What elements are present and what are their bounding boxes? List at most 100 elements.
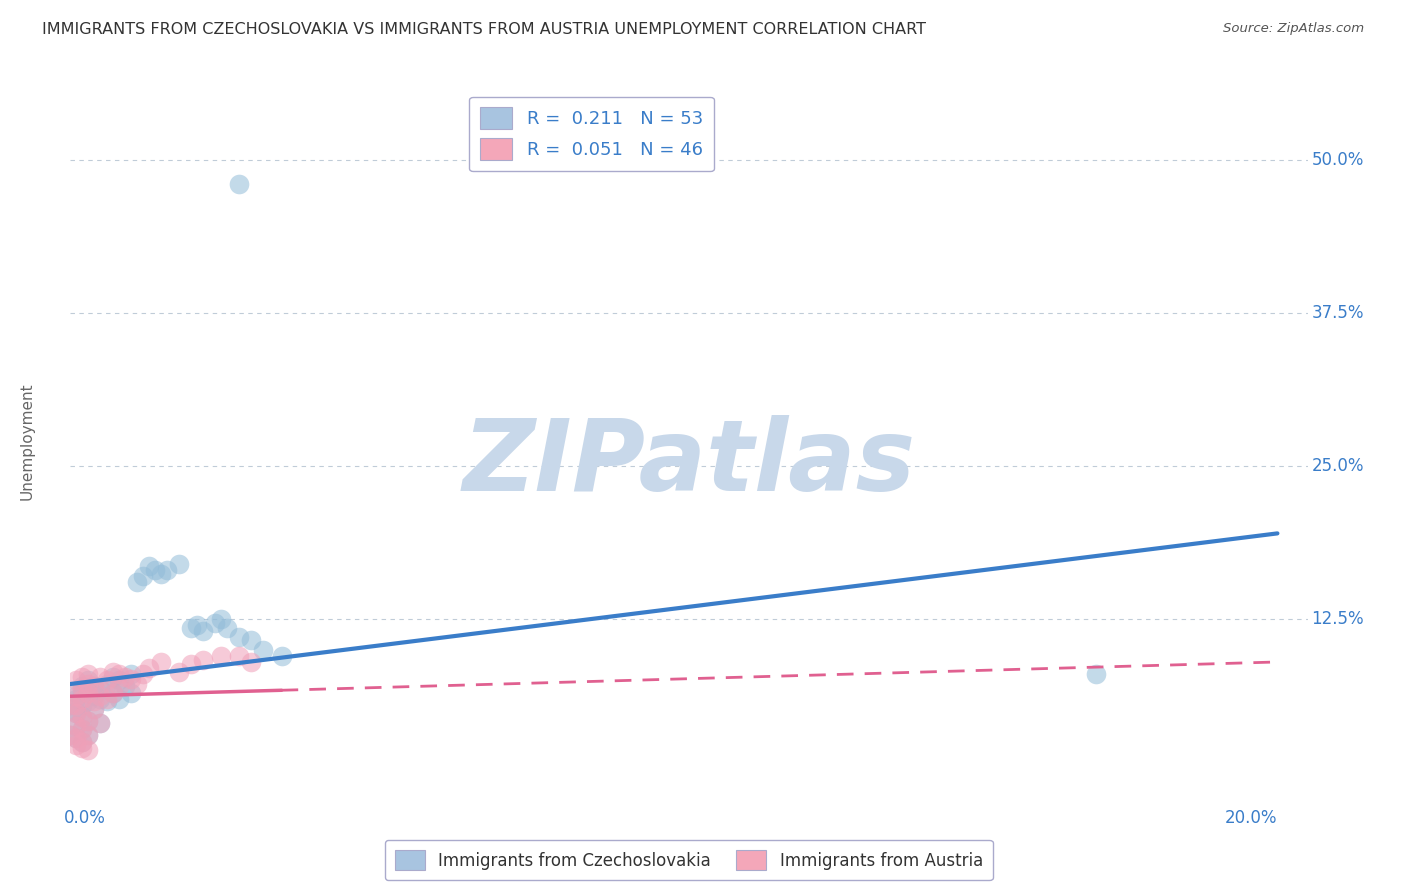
- Point: [65, 690, 87, 704]
- Point: [72, 698, 94, 712]
- Point: [107, 667, 129, 681]
- Point: [125, 677, 148, 691]
- Text: IMMIGRANTS FROM CZECHOSLOVAKIA VS IMMIGRANTS FROM AUSTRIA UNEMPLOYMENT CORRELATI: IMMIGRANTS FROM CZECHOSLOVAKIA VS IMMIGR…: [42, 22, 927, 37]
- Point: [204, 615, 226, 630]
- Point: [72, 691, 94, 706]
- Point: [228, 178, 250, 192]
- Point: [180, 621, 202, 635]
- Text: Unemployment: Unemployment: [20, 383, 35, 500]
- Text: 0.0%: 0.0%: [65, 809, 105, 827]
- Point: [107, 680, 129, 694]
- Point: [77, 673, 100, 688]
- Point: [149, 566, 172, 581]
- Point: [83, 701, 105, 715]
- Point: [83, 680, 105, 694]
- Point: [72, 670, 94, 684]
- Point: [77, 694, 100, 708]
- Point: [96, 694, 118, 708]
- Point: [96, 677, 118, 691]
- Point: [1085, 667, 1108, 681]
- Text: Source: ZipAtlas.com: Source: ZipAtlas.com: [1223, 22, 1364, 36]
- Point: [89, 716, 111, 731]
- Point: [107, 691, 129, 706]
- Point: [89, 690, 111, 704]
- Point: [96, 691, 118, 706]
- Point: [167, 557, 190, 571]
- Point: [65, 731, 87, 745]
- Point: [59, 698, 82, 712]
- Point: [120, 672, 142, 686]
- Point: [65, 673, 87, 688]
- Point: [228, 648, 250, 663]
- Point: [77, 714, 100, 728]
- Point: [83, 701, 105, 715]
- Point: [65, 685, 87, 699]
- Point: [89, 716, 111, 731]
- Point: [65, 691, 87, 706]
- Point: [77, 728, 100, 742]
- Legend: Immigrants from Czechoslovakia, Immigrants from Austria: Immigrants from Czechoslovakia, Immigran…: [385, 840, 993, 880]
- Point: [138, 559, 160, 574]
- Point: [77, 681, 100, 696]
- Point: [83, 680, 105, 694]
- Point: [72, 734, 94, 748]
- Point: [209, 612, 232, 626]
- Point: [65, 706, 87, 721]
- Point: [120, 685, 142, 699]
- Point: [114, 680, 136, 694]
- Point: [59, 728, 82, 742]
- Point: [77, 714, 100, 728]
- Point: [72, 723, 94, 737]
- Point: [59, 698, 82, 712]
- Point: [191, 624, 214, 639]
- Point: [101, 685, 124, 699]
- Point: [180, 657, 202, 672]
- Point: [167, 665, 190, 679]
- Point: [138, 661, 160, 675]
- Point: [240, 632, 263, 647]
- Point: [77, 685, 100, 699]
- Text: 25.0%: 25.0%: [1312, 457, 1364, 475]
- Point: [72, 740, 94, 755]
- Point: [65, 698, 87, 712]
- Point: [72, 681, 94, 696]
- Point: [65, 719, 87, 733]
- Point: [72, 685, 94, 699]
- Point: [107, 673, 129, 688]
- Point: [96, 673, 118, 688]
- Point: [72, 680, 94, 694]
- Point: [125, 575, 148, 590]
- Point: [83, 690, 105, 704]
- Point: [77, 728, 100, 742]
- Point: [77, 743, 100, 757]
- Point: [252, 642, 274, 657]
- Point: [72, 710, 94, 724]
- Point: [59, 728, 82, 742]
- Point: [114, 670, 136, 684]
- Point: [156, 563, 179, 577]
- Point: [77, 667, 100, 681]
- Point: [143, 563, 166, 577]
- Point: [65, 738, 87, 752]
- Point: [72, 723, 94, 737]
- Point: [83, 694, 105, 708]
- Point: [228, 631, 250, 645]
- Point: [101, 685, 124, 699]
- Point: [149, 655, 172, 669]
- Point: [65, 706, 87, 721]
- Point: [65, 719, 87, 733]
- Point: [209, 648, 232, 663]
- Point: [217, 621, 239, 635]
- Point: [77, 677, 100, 691]
- Text: 37.5%: 37.5%: [1312, 304, 1364, 322]
- Point: [72, 734, 94, 748]
- Text: 50.0%: 50.0%: [1312, 151, 1364, 169]
- Point: [132, 667, 155, 681]
- Point: [89, 691, 111, 706]
- Point: [240, 655, 263, 669]
- Point: [89, 670, 111, 684]
- Text: ZIPatlas: ZIPatlas: [463, 415, 915, 512]
- Point: [65, 704, 87, 718]
- Point: [65, 731, 87, 745]
- Text: 20.0%: 20.0%: [1225, 809, 1278, 827]
